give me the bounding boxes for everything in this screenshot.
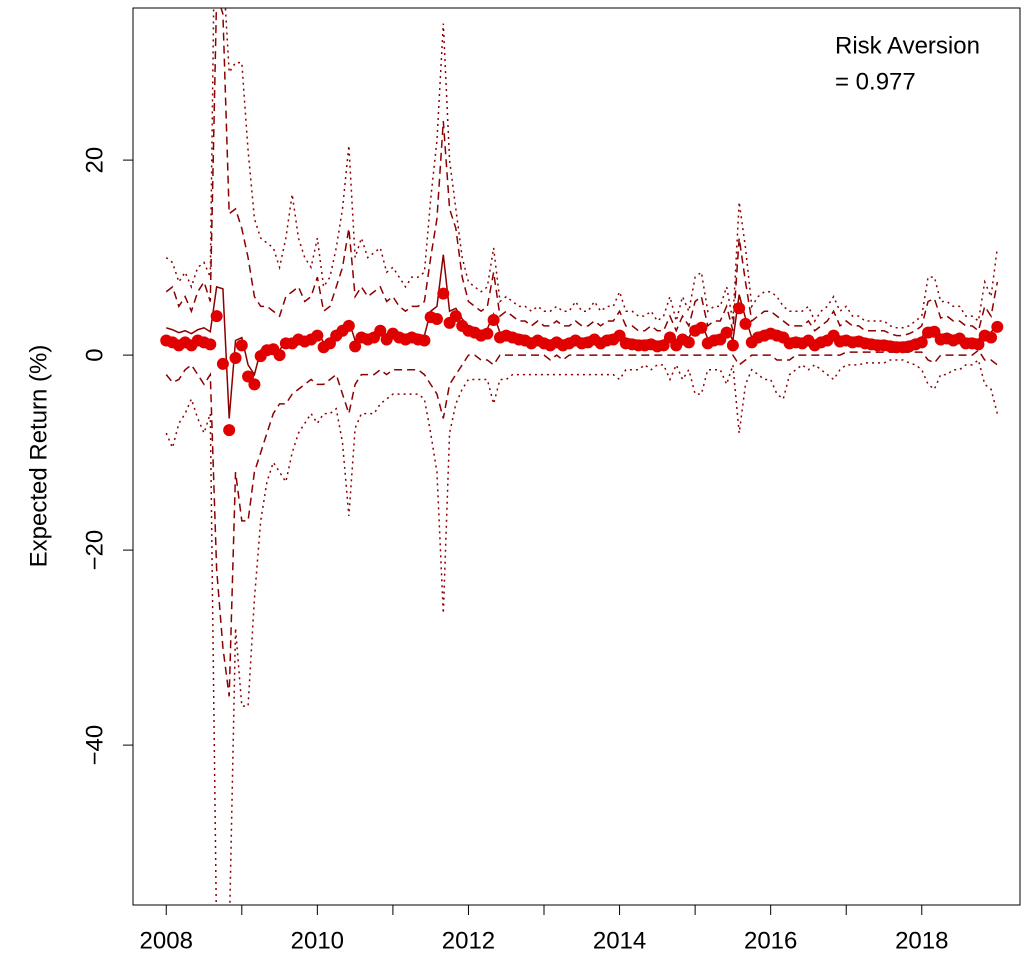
x-tick-label: 2012 xyxy=(442,927,495,954)
data-point xyxy=(720,326,733,339)
dashed-line xyxy=(165,349,998,697)
solid-line xyxy=(166,254,998,419)
annotation: = 0.977 xyxy=(835,68,916,95)
data-point xyxy=(682,336,695,349)
data-point xyxy=(449,310,462,323)
data-point xyxy=(991,320,1004,333)
data-point xyxy=(430,313,443,326)
y-tick-label: −40 xyxy=(81,725,108,766)
data-point xyxy=(235,339,248,352)
plot-frame xyxy=(132,7,1021,906)
dotted-line xyxy=(165,8,999,329)
data-point xyxy=(311,329,324,342)
data-point xyxy=(248,378,261,391)
data-point xyxy=(695,321,708,334)
y-tick-label: 20 xyxy=(81,147,108,174)
data-point xyxy=(437,287,450,300)
x-tick-label: 2016 xyxy=(744,927,797,954)
plot-area xyxy=(160,8,1004,905)
x-tick-label: 2008 xyxy=(140,927,193,954)
data-point xyxy=(739,317,752,330)
x-tick-label: 2014 xyxy=(593,927,646,954)
dotted-line xyxy=(165,358,999,905)
x-tick-label: 2018 xyxy=(895,927,948,954)
y-axis-label: Expected Return (%) xyxy=(25,345,52,568)
data-point xyxy=(915,336,928,349)
data-point xyxy=(374,324,387,337)
data-point xyxy=(733,302,746,315)
data-point xyxy=(223,424,236,437)
data-point xyxy=(216,357,229,370)
x-tick-label: 2010 xyxy=(291,927,344,954)
data-point xyxy=(418,334,431,347)
y-tick-label: −20 xyxy=(81,530,108,571)
data-point xyxy=(985,331,998,344)
annotation: Risk Aversion xyxy=(835,32,980,59)
data-point xyxy=(229,352,242,365)
data-point xyxy=(349,340,362,353)
data-point xyxy=(204,338,217,351)
dashed-line xyxy=(165,8,999,337)
data-point xyxy=(487,314,500,326)
data-point xyxy=(726,339,739,352)
data-point xyxy=(972,338,985,351)
data-point xyxy=(210,310,223,323)
y-tick-label: 0 xyxy=(81,348,108,361)
data-point xyxy=(342,319,355,332)
data-point xyxy=(273,349,286,362)
data-point xyxy=(481,327,494,340)
